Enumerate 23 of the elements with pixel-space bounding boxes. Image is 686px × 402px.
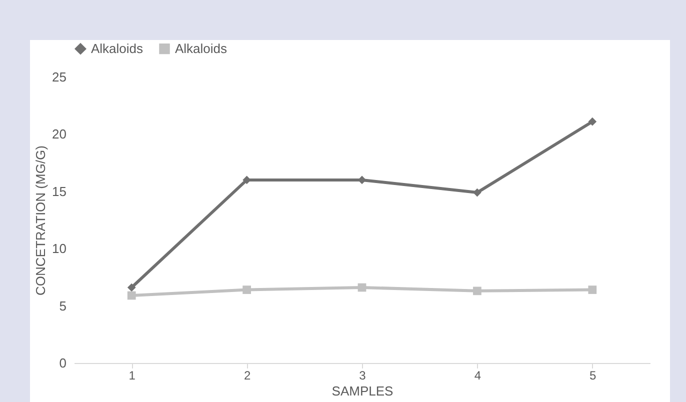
point	[127, 283, 136, 292]
y-tick-label: 10	[52, 241, 66, 256]
legend-label: Alkaloids	[175, 40, 228, 56]
y-tick-label: 20	[52, 126, 66, 142]
y-tick-label: 25	[52, 70, 66, 84]
point	[473, 188, 482, 197]
y-axis-title: CONCETRATION (MG/G)	[33, 146, 48, 296]
y-tick-label: 5	[59, 298, 66, 314]
point	[127, 291, 136, 300]
x-tick-label: 3	[359, 368, 366, 382]
y-tick-label: 15	[52, 184, 66, 199]
x-tick-label: 5	[590, 368, 597, 382]
legend-label: Alkaloids	[91, 40, 144, 56]
x-tick-label: 4	[474, 368, 482, 382]
x-axis-title: SAMPLES	[332, 384, 394, 398]
point	[588, 117, 597, 126]
point	[358, 283, 366, 292]
point	[242, 286, 251, 294]
x-tick-label: 1	[128, 368, 136, 382]
point	[588, 286, 597, 294]
y-tick-label: 0	[59, 356, 66, 370]
point	[473, 286, 482, 296]
x-tick-label: 2	[244, 368, 251, 382]
